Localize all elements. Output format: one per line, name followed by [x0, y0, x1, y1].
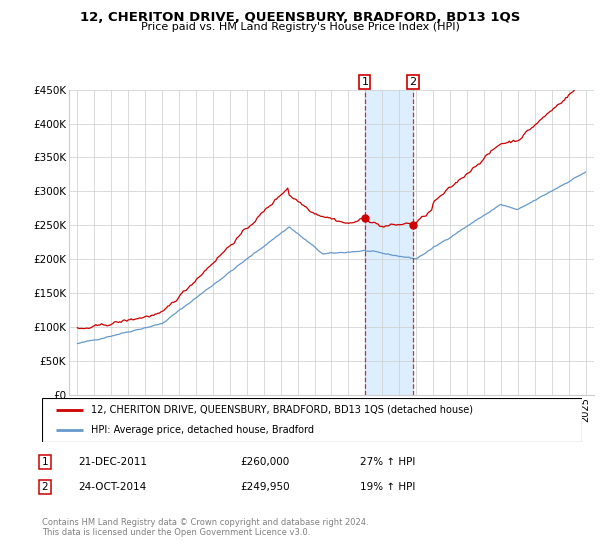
Text: 12, CHERITON DRIVE, QUEENSBURY, BRADFORD, BD13 1QS (detached house): 12, CHERITON DRIVE, QUEENSBURY, BRADFORD…	[91, 405, 473, 415]
Text: 24-OCT-2014: 24-OCT-2014	[78, 482, 146, 492]
Text: 21-DEC-2011: 21-DEC-2011	[78, 457, 147, 467]
Text: £260,000: £260,000	[240, 457, 289, 467]
Text: HPI: Average price, detached house, Bradford: HPI: Average price, detached house, Brad…	[91, 425, 314, 435]
Text: Contains HM Land Registry data © Crown copyright and database right 2024.
This d: Contains HM Land Registry data © Crown c…	[42, 518, 368, 538]
Text: 2: 2	[409, 77, 416, 87]
Bar	[365, 90, 413, 395]
Text: 27% ↑ HPI: 27% ↑ HPI	[360, 457, 415, 467]
Text: 1: 1	[41, 457, 49, 467]
Text: Price paid vs. HM Land Registry's House Price Index (HPI): Price paid vs. HM Land Registry's House …	[140, 22, 460, 32]
Text: 19% ↑ HPI: 19% ↑ HPI	[360, 482, 415, 492]
Text: 1: 1	[361, 77, 368, 87]
Text: 2: 2	[41, 482, 49, 492]
Text: £249,950: £249,950	[240, 482, 290, 492]
Text: 12, CHERITON DRIVE, QUEENSBURY, BRADFORD, BD13 1QS: 12, CHERITON DRIVE, QUEENSBURY, BRADFORD…	[80, 11, 520, 24]
FancyBboxPatch shape	[42, 398, 582, 442]
